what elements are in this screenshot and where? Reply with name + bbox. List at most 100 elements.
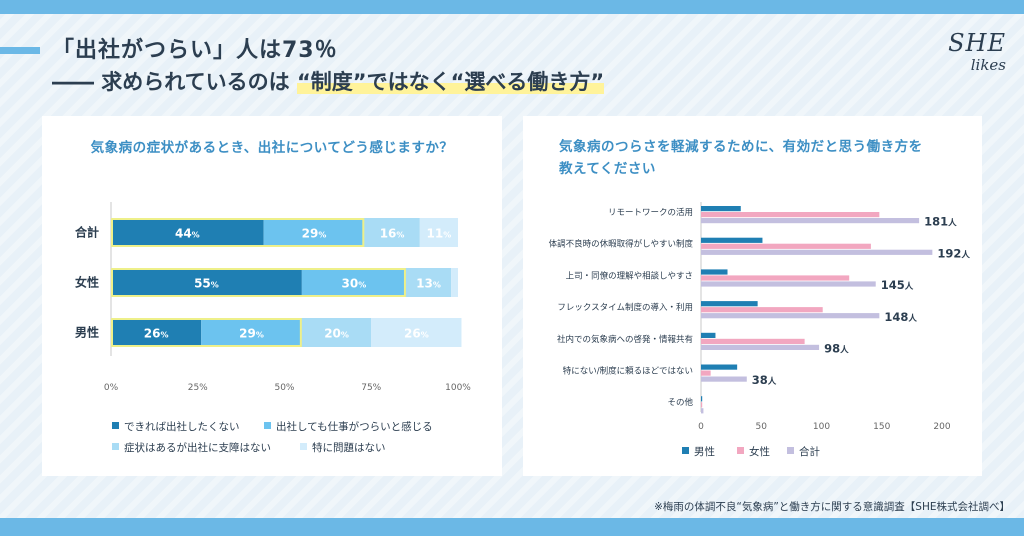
category-label: 女性	[75, 275, 99, 290]
category-label: 社内での気象病への啓発・情報共有	[557, 334, 693, 345]
x-tick-label: 150	[873, 422, 890, 432]
bar	[701, 237, 763, 243]
data-label: 145人	[881, 278, 914, 292]
footnote: ※梅雨の体調不良“気象病”と働き方に関する意識調査【SHE株式会社調べ】	[654, 501, 1010, 513]
legend-label: できれば出社したくない	[124, 420, 240, 433]
bottom-bar	[0, 518, 1024, 536]
subline-highlight: “制度”ではなく“選べる働き方”	[297, 70, 605, 94]
legend-swatch	[264, 422, 271, 429]
bar-segment	[111, 218, 264, 247]
grouped-chart-title-line2: 教えてください	[559, 161, 656, 177]
bar	[701, 338, 805, 344]
category-label: リモートワークの活用	[608, 207, 693, 218]
bar	[701, 370, 711, 376]
data-label: 181人	[924, 215, 957, 229]
data-label: 192人	[937, 246, 970, 260]
x-tick-label: 0%	[104, 383, 119, 393]
bar	[701, 269, 728, 275]
bar	[701, 281, 876, 287]
bar	[701, 313, 880, 319]
x-tick-label: 0	[698, 422, 704, 432]
data-label: 30%	[342, 277, 367, 291]
bar	[701, 307, 823, 313]
grouped-chart-title: 気象病のつらさを軽減するために、有効だと思う働き方を 教えてください	[559, 136, 962, 180]
bar	[701, 376, 747, 382]
data-label: 26%	[404, 327, 429, 341]
legend-label: 症状はあるが出社に支障はない	[124, 441, 271, 454]
bar	[701, 243, 871, 249]
bar-segment	[301, 318, 372, 347]
bar-segment	[371, 318, 462, 347]
x-tick-label: 50%	[274, 383, 294, 393]
x-tick-label: 200	[933, 422, 950, 432]
category-label: 合計	[75, 225, 99, 240]
data-label: 29%	[239, 327, 264, 341]
data-label: 98人	[824, 342, 849, 356]
category-label: その他	[667, 397, 693, 408]
category-label: 体調不良時の休暇取得がしやすい制度	[549, 239, 694, 250]
logo-line2: likes	[970, 56, 1006, 74]
bar-segment	[111, 318, 202, 347]
bar	[701, 275, 850, 281]
legend-swatch	[112, 443, 119, 450]
bar-segment	[111, 268, 302, 297]
bar	[701, 249, 933, 255]
x-tick-label: 75%	[361, 383, 381, 393]
bar-segment	[263, 218, 365, 247]
bar-segment	[301, 268, 406, 297]
bar	[701, 218, 920, 224]
stacked-chart-card: 気象病の症状があるとき、出社についてどう感じますか？ 合計 44% 29% 16% 11…	[42, 116, 502, 476]
logo-line1: SHE	[948, 29, 1006, 57]
bar	[701, 344, 820, 350]
legend-swatch	[300, 443, 307, 450]
x-tick-label: 25%	[188, 383, 208, 393]
bar	[701, 301, 758, 307]
category-label: フレックスタイム制度の導入・利用	[557, 302, 693, 313]
legend-label: 男性	[694, 445, 715, 458]
grouped-chart-card: 気象病のつらさを軽減するために、有効だと思う働き方を 教えてください リモートワ…	[523, 116, 982, 476]
legend-swatch	[737, 447, 744, 454]
data-label: 20%	[324, 327, 349, 341]
legend-label: 女性	[749, 445, 770, 458]
grouped-chart-title-line1: 気象病のつらさを軽減するために、有効だと思う働き方を	[559, 139, 923, 155]
data-label: 148人	[884, 310, 917, 324]
category-label: 男性	[75, 325, 99, 340]
x-tick-label: 100	[813, 422, 830, 432]
data-label: 26%	[144, 327, 169, 341]
data-label: 29%	[302, 227, 327, 241]
highlight-box	[111, 268, 406, 297]
stacked-bar-chart: 合計 44% 29% 16% 11% 女性 55% 30% 13% 男性 26% 29% 20% 26% 0…	[75, 202, 471, 454]
bar	[701, 364, 738, 370]
legend-swatch	[682, 447, 689, 454]
subline-prefix: ―― 求められているのは	[52, 70, 297, 94]
bar-segment	[405, 268, 452, 297]
data-label: 55%	[194, 277, 219, 291]
legend-label: 出社しても仕事がつらいと感じる	[276, 420, 433, 433]
bar	[701, 408, 704, 414]
highlight-box	[111, 318, 302, 347]
bar-segment	[201, 318, 302, 347]
highlight-box	[111, 218, 365, 247]
top-bar	[0, 0, 1024, 14]
legend-label: 合計	[799, 445, 820, 458]
category-label: 上司・同僚の理解や相談しやすさ	[566, 270, 693, 281]
legend-swatch	[787, 447, 794, 454]
headline: 「出社がつらい」人は73％	[52, 38, 338, 63]
data-label: 38人	[752, 373, 777, 387]
title-accent-line	[0, 47, 40, 54]
she-likes-logo: SHE likes	[936, 30, 1006, 74]
bar	[701, 396, 703, 402]
stacked-chart-title: 気象病の症状があるとき、出社についてどう感じますか？	[90, 140, 454, 156]
bar	[701, 206, 741, 212]
category-label: 特にない/制度に頼るほどではない	[563, 366, 693, 377]
bar-segment	[451, 268, 458, 297]
legend-label: 特に問題はない	[312, 442, 386, 454]
bar	[701, 212, 880, 218]
data-label: 13%	[416, 277, 441, 291]
bar	[701, 332, 716, 338]
bar-segment	[364, 218, 420, 247]
data-label: 44%	[175, 227, 200, 241]
bar	[701, 402, 703, 408]
legend-swatch	[112, 422, 119, 429]
subline: ―― 求められているのは “制度”ではなく“選べる働き方”	[52, 66, 605, 96]
